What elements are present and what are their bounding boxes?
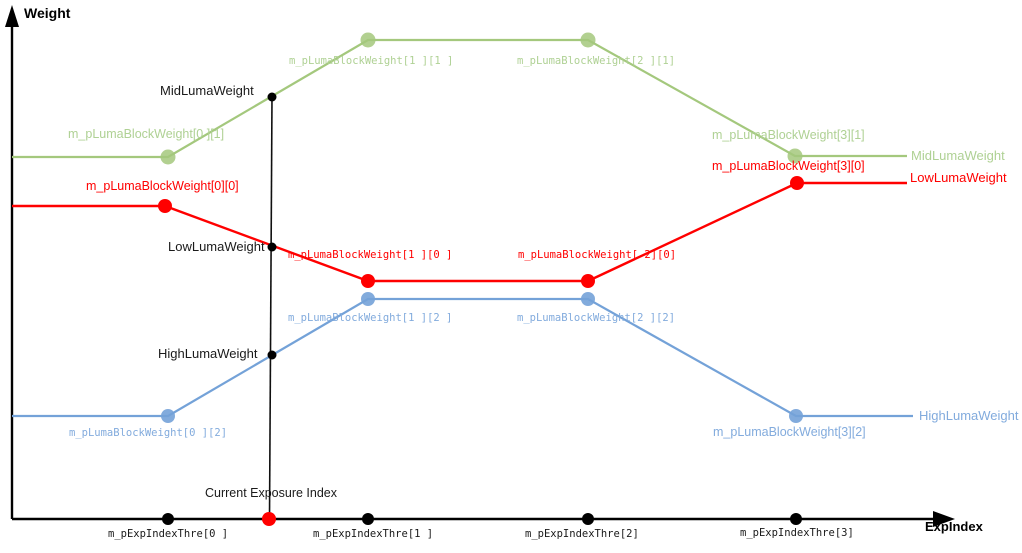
high-point-label-1: m_pLumaBlockWeight[1 ][2 ]	[288, 312, 453, 324]
high-point-1	[361, 292, 375, 306]
mid-point-1	[360, 32, 376, 48]
low-point-label-1: m_pLumaBlockWeight[1 ][0 ]	[288, 249, 453, 261]
mid-point-2	[580, 32, 596, 48]
high-point-0	[161, 409, 175, 423]
mid-point-label-3: m_pLumaBlockWeight[3][1]	[712, 128, 865, 142]
high-point-label-2: m_pLumaBlockWeight[2 ][2]	[517, 312, 676, 324]
exp-thre-label-1: m_pExpIndexThre[1 ]	[313, 528, 434, 540]
weight-axis-label: Weight	[24, 5, 71, 21]
mid-point-0	[160, 149, 176, 165]
mid-point-3	[787, 148, 803, 164]
mid-luma-line	[12, 38, 907, 159]
exp-thre-marker-3	[790, 513, 802, 525]
low-point-label-2: m_pLumaBlockWeight[ 2][0]	[518, 249, 677, 261]
low-point-3	[790, 176, 804, 190]
highlumaweight-callout: HighLumaWeight	[158, 346, 258, 361]
low-point-label-0: m_pLumaBlockWeight[0][0]	[86, 179, 239, 193]
high-current-marker	[267, 350, 277, 360]
exp-thre-marker-1	[362, 513, 374, 525]
mid-point-label-1: m_pLumaBlockWeight[1 ][1 ]	[289, 55, 454, 67]
mid-point-label-2: m_pLumaBlockWeight[2 ][1]	[517, 55, 676, 67]
exp-thre-marker-0	[162, 513, 174, 525]
current-exposure-marker	[262, 512, 276, 526]
exp-thre-label-3: m_pExpIndexThre[3]	[740, 527, 854, 539]
low-point-label-3: m_pLumaBlockWeight[3][0]	[712, 159, 865, 173]
high-point-label-0: m_pLumaBlockWeight[0 ][2]	[69, 427, 228, 439]
high-point-2	[581, 292, 595, 306]
high-point-3	[789, 409, 803, 423]
high-point-label-3: m_pLumaBlockWeight[3][2]	[713, 425, 866, 439]
current-exposure-label: Current Exposure Index	[204, 486, 338, 500]
lowlumaweight-callout: LowLumaWeight	[168, 239, 265, 254]
low-point-2	[581, 274, 595, 288]
mid-point-label-0: m_pLumaBlockWeight[0 ][1]	[68, 127, 225, 141]
exp-thre-label-0: m_pExpIndexThre[0 ]	[108, 528, 229, 540]
low-point-0	[158, 199, 172, 213]
low-point-1	[361, 274, 375, 288]
low-series-end-label: LowLumaWeight	[910, 170, 1007, 185]
exp-thre-label-2: m_pExpIndexThre[2]	[525, 528, 639, 540]
midlumaweight-callout: MidLumaWeight	[160, 83, 254, 98]
mid-series-end-label: MidLumaWeight	[911, 148, 1005, 163]
exp-thre-marker-2	[582, 513, 594, 525]
mid-current-marker	[267, 92, 277, 102]
y-axis-arrow-icon	[5, 5, 19, 27]
high-luma-line	[12, 297, 913, 418]
high-series-end-label: HighLumaWeight	[919, 408, 1019, 423]
expindex-axis-label: ExpIndex	[925, 519, 983, 534]
current-exposure-line	[268, 96, 273, 520]
low-current-marker	[267, 242, 277, 252]
x-axis-arrow-icon	[933, 511, 955, 527]
low-luma-line	[12, 181, 907, 283]
